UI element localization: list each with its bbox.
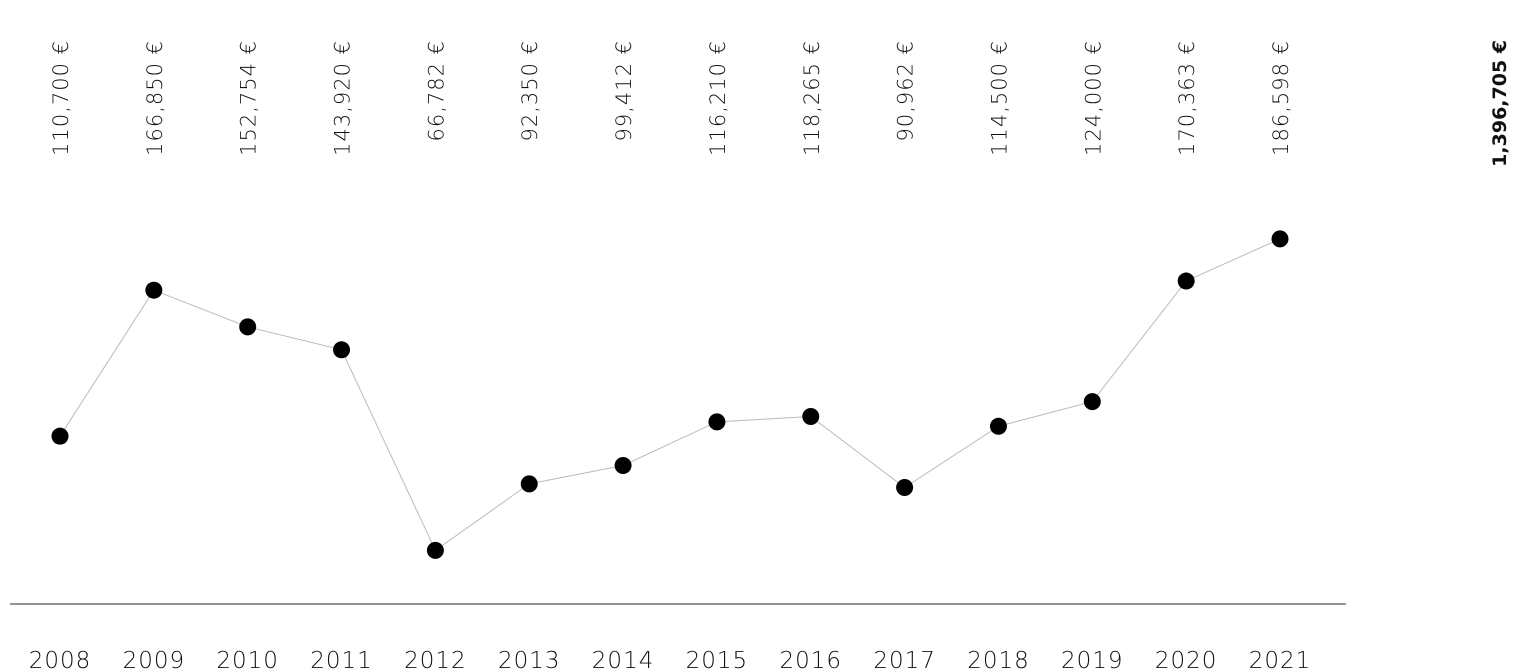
value-label: 92,350 €: [518, 40, 542, 142]
value-label: 90,962 €: [894, 40, 918, 142]
x-tick-label: 2018: [967, 648, 1030, 672]
value-label: 114,500 €: [987, 40, 1011, 156]
x-tick-label: 2013: [498, 648, 561, 672]
value-label: 152,754 €: [237, 40, 261, 156]
dot: [614, 457, 632, 475]
dot: [1083, 393, 1101, 411]
x-tick-label: 2021: [1249, 648, 1312, 672]
dot: [802, 408, 820, 426]
x-tick-label: 2010: [216, 648, 279, 672]
value-label: 124,000 €: [1081, 40, 1105, 156]
value-label: 118,265 €: [800, 40, 824, 156]
dot: [1271, 230, 1289, 248]
x-tick-label: 2020: [1155, 648, 1218, 672]
x-tick-label: 2012: [404, 648, 467, 672]
x-tick-label: 2015: [686, 648, 749, 672]
value-label: 99,412 €: [612, 40, 636, 142]
dot: [896, 478, 914, 496]
dot: [239, 318, 257, 336]
x-tick-label: 2016: [779, 648, 842, 672]
x-tick-label: 2009: [123, 648, 186, 672]
line: [59, 238, 1281, 552]
dot: [1177, 272, 1195, 290]
dot: [426, 541, 444, 559]
x-tick-label: 2011: [310, 648, 373, 672]
x-tick-label: 2019: [1061, 648, 1124, 672]
value-label: 66,782 €: [424, 40, 448, 142]
dot: [333, 341, 351, 359]
x-tick-label: 2017: [873, 648, 936, 672]
dot: [145, 281, 163, 299]
value-label: 116,210 €: [706, 40, 730, 156]
value-label: 186,598 €: [1269, 40, 1293, 156]
value-label: 110,700 €: [49, 40, 73, 156]
dot: [708, 413, 726, 431]
dot: [51, 427, 69, 445]
value-label: 170,363 €: [1175, 40, 1199, 156]
x-tick-label: 2008: [29, 648, 92, 672]
dot: [520, 475, 538, 493]
dot: [989, 417, 1007, 435]
x-tick-label: 2014: [592, 648, 655, 672]
value-label: 143,920 €: [331, 40, 355, 156]
value-label: 166,850 €: [143, 40, 167, 156]
total-label: 1,396,705 €: [1489, 40, 1511, 167]
